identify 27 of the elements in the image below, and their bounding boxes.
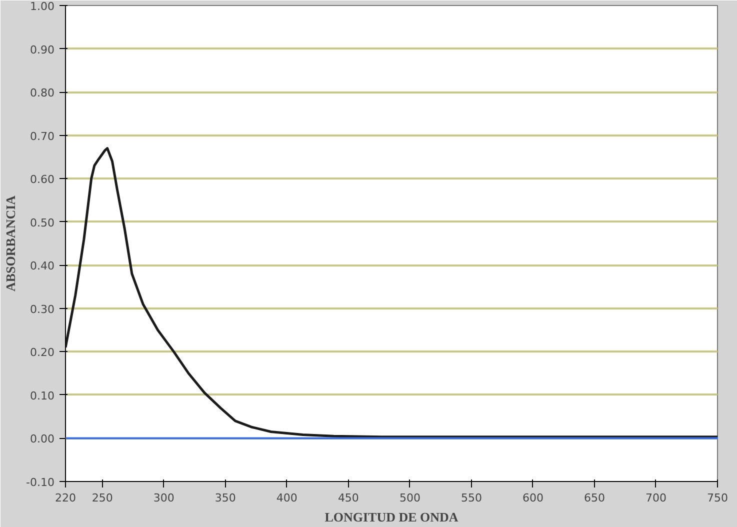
y-tick-label: 1.00 — [30, 0, 55, 13]
x-tick-label: 250 — [92, 492, 113, 504]
y-tick-label: 0.40 — [30, 260, 55, 273]
x-tick-label: 500 — [399, 492, 420, 504]
x-tick-label: 750 — [707, 492, 728, 504]
y-tick-label: 0.10 — [30, 389, 55, 402]
x-tick-label: 220 — [55, 492, 76, 504]
y-tick-label: 0.00 — [30, 432, 55, 446]
y-axis-title: ABSORBANCIA — [3, 194, 18, 292]
y-tick-label: 0.20 — [30, 346, 55, 360]
line-series — [66, 147, 718, 438]
y-tick-label: 0.70 — [30, 130, 55, 143]
x-axis-title: LONGITUD DE ONDA — [324, 510, 459, 524]
x-tick-label: 300 — [153, 492, 174, 504]
y-tick-label: 0.80 — [30, 86, 55, 100]
y-tick-label: 0.90 — [30, 43, 55, 56]
x-tick-label: 650 — [584, 492, 605, 504]
y-tick-label: -0.10 — [26, 476, 55, 489]
y-tick-label: 0.30 — [30, 302, 55, 316]
x-tick-label: 700 — [645, 492, 666, 504]
x-tick-label: 450 — [338, 492, 359, 504]
x-tick-label: 350 — [214, 492, 236, 504]
y-tick-label: 0.50 — [30, 216, 55, 230]
y-tick-label: 0.60 — [30, 173, 55, 186]
x-tick-label: 550 — [460, 492, 482, 504]
x-tick-label: 400 — [276, 492, 298, 504]
x-tick-label: 600 — [522, 492, 544, 504]
